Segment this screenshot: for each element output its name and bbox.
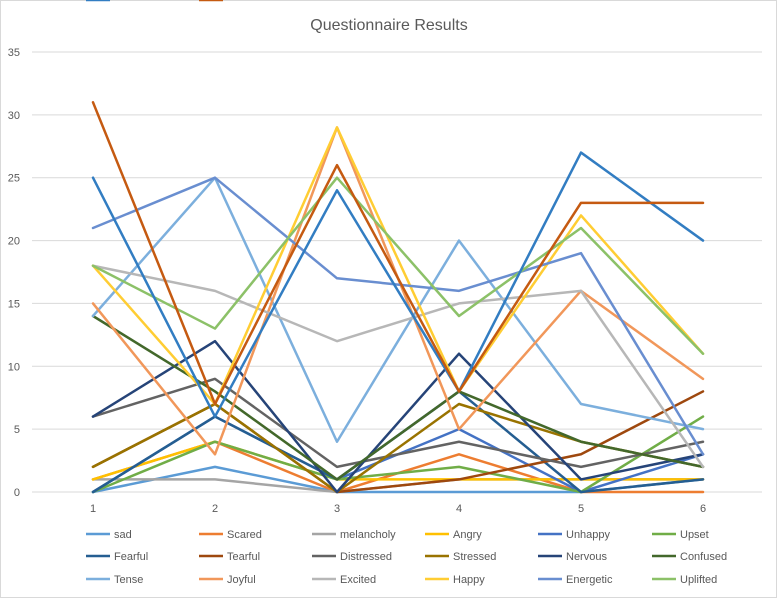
- series-line-tearful: [91, 390, 705, 494]
- legend-item: Nervous: [538, 551, 607, 563]
- series-line-distressed: [91, 377, 705, 469]
- series-line-peaceful: [91, 151, 705, 418]
- legend: sad Scared melancholy Angry Unhappy Upset Fear…: [86, 0, 727, 586]
- gridlines: [32, 51, 762, 430]
- legend-label: melancholy: [340, 529, 396, 541]
- legend-item: sad: [86, 529, 132, 541]
- x-tick-label: 3: [334, 503, 340, 515]
- y-tick-label: 25: [8, 173, 20, 185]
- legend-label: Relaxed: [227, 0, 267, 3]
- legend-item: Upset: [652, 529, 709, 541]
- y-tick-label: 35: [8, 47, 20, 59]
- series-line-relaxed: [91, 101, 705, 406]
- legend-item: Distressed: [312, 551, 392, 563]
- legend-label: Upset: [680, 529, 709, 541]
- series-line-upset: [91, 415, 705, 494]
- series-lines: [91, 101, 705, 494]
- y-tick-label: 10: [8, 361, 20, 373]
- legend-item: Excited: [312, 574, 376, 586]
- legend-label: Excited: [340, 574, 376, 586]
- legend-item: Stressed: [425, 551, 496, 563]
- legend-label: Angry: [453, 529, 482, 541]
- legend-label: Uplifted: [680, 574, 717, 586]
- legend-item: Happy: [425, 574, 485, 586]
- series-line-excited: [91, 264, 705, 469]
- series-line-happy: [91, 126, 705, 406]
- legend-label: Nervous: [566, 551, 607, 563]
- legend-label: Tearful: [227, 551, 260, 563]
- series-line-fearful: [91, 390, 705, 494]
- legend-item: Relaxed: [199, 0, 267, 3]
- legend-item: Unhappy: [538, 529, 611, 541]
- legend-label: sad: [114, 529, 132, 541]
- legend-item: Tense: [86, 574, 143, 586]
- y-tick-label: 30: [8, 110, 20, 122]
- y-tick-label: 5: [14, 424, 20, 436]
- legend-label: Peaceful: [114, 0, 157, 3]
- legend-label: Scared: [227, 529, 262, 541]
- legend-label: Happy: [453, 574, 485, 586]
- y-tick-label: 15: [8, 298, 20, 310]
- legend-item: Peaceful: [86, 0, 157, 3]
- series-line-tense: [91, 176, 705, 443]
- y-tick-label: 20: [8, 236, 20, 248]
- legend-item: Angry: [425, 529, 482, 541]
- x-tick-label: 5: [578, 503, 584, 515]
- series-line-uplifted: [91, 176, 705, 355]
- legend-label: Tense: [114, 574, 143, 586]
- legend-item: Scared: [199, 529, 262, 541]
- legend-item: Tearful: [199, 551, 260, 563]
- legend-label: Energetic: [566, 574, 613, 586]
- legend-label: Fearful: [114, 551, 148, 563]
- legend-item: Energetic: [538, 574, 613, 586]
- legend-label: Distressed: [340, 551, 392, 563]
- legend-item: Joyful: [199, 574, 256, 586]
- legend-label: Joyful: [227, 574, 256, 586]
- chart-title: Questionnaire Results: [310, 17, 467, 34]
- series-line-energetic: [91, 176, 705, 456]
- y-tick-label: 0: [14, 487, 20, 499]
- x-tick-label: 4: [456, 503, 462, 515]
- legend-item: Fearful: [86, 551, 148, 563]
- legend-label: Stressed: [453, 551, 496, 563]
- x-tick-label: 6: [700, 503, 706, 515]
- x-tick-label: 2: [212, 503, 218, 515]
- legend-label: Unhappy: [566, 529, 611, 541]
- legend-item: Confused: [652, 551, 727, 563]
- legend-item: Uplifted: [652, 574, 717, 586]
- legend-label: Confused: [680, 551, 727, 563]
- legend-item: melancholy: [312, 529, 396, 541]
- x-tick-label: 1: [90, 503, 96, 515]
